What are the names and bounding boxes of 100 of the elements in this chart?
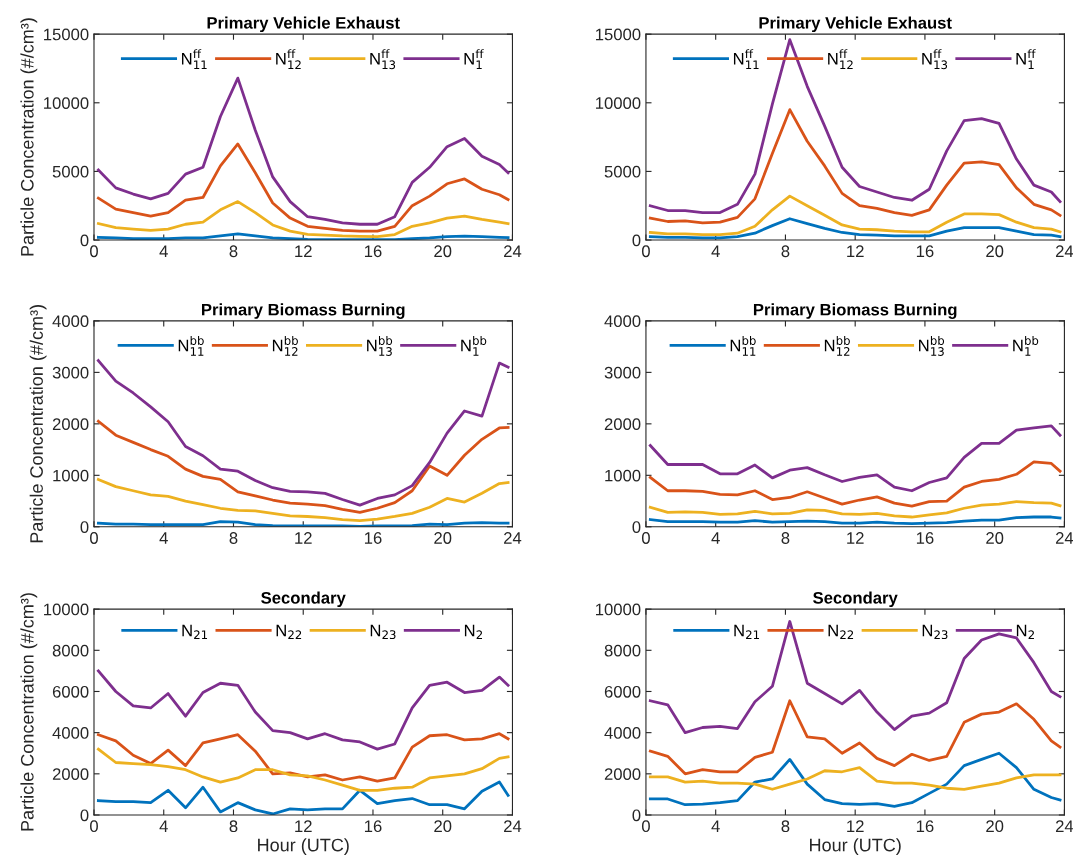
x-tick-label: 0 xyxy=(90,820,98,833)
x-tick-label: 8 xyxy=(229,820,238,833)
y-tick-label: 0 xyxy=(632,809,641,822)
x-tick-label: 16 xyxy=(364,245,382,258)
line-series xyxy=(96,359,510,507)
x-tick-label: 4 xyxy=(159,245,168,257)
legend-label: N$^{ff}$$_{1}$ xyxy=(464,49,484,69)
y-tick-label: 8000 xyxy=(52,644,89,657)
y-tick-label: 2000 xyxy=(52,418,89,431)
legend-label: N$^{ff}$$_{11}$ xyxy=(733,49,759,69)
x-tick-label: 12 xyxy=(295,245,312,257)
y-tick-label: 6000 xyxy=(604,685,641,698)
legend-label: N$^{ff}$$_{11}$ xyxy=(182,49,207,69)
x-tick-label: 12 xyxy=(847,532,864,544)
y-tick-label: 0 xyxy=(80,234,89,247)
legend-label: N$_{23}$ xyxy=(922,624,948,640)
legend-label: N$_{23}$ xyxy=(370,624,396,640)
x-tick-label: 8 xyxy=(229,532,238,544)
legend-label: N$^{ff}$$_{12}$ xyxy=(276,49,301,69)
x-tick-label: 20 xyxy=(986,245,1004,258)
x-tick-label: 24 xyxy=(504,532,522,544)
x-axis-title: Hour (UTC) xyxy=(810,838,901,855)
x-tick-label: 12 xyxy=(847,820,864,832)
line-series xyxy=(96,419,510,514)
y-axis-title: Particle Concentration (#/cm³) xyxy=(20,18,38,256)
y-tick-label: 8000 xyxy=(604,644,641,657)
legend-label: N$^{ff}$$_{13}$ xyxy=(922,49,948,70)
x-tick-label: 4 xyxy=(711,245,720,257)
chart-title: Primary Biomass Burning xyxy=(202,303,405,319)
y-axis-title: Particle Concentration (#/cm³) xyxy=(29,305,47,543)
line-series xyxy=(648,194,1062,236)
x-tick-label: 4 xyxy=(711,532,720,544)
line-series xyxy=(648,751,1062,808)
legend-label: N$^{ff}$$_{1}$ xyxy=(1016,49,1036,69)
y-tick-label: 0 xyxy=(80,521,89,533)
x-tick-label: 0 xyxy=(641,532,650,544)
legend-label: N$_{2}$ xyxy=(1016,624,1034,639)
legend-label: N$^{bb}$$_{13}$ xyxy=(919,335,945,356)
line-series xyxy=(648,500,1062,519)
legend-label: N$^{bb}$$_{1}$ xyxy=(461,335,487,356)
x-tick-label: 0 xyxy=(641,245,650,258)
chart-title: Primary Vehicle Exhaust xyxy=(207,16,400,33)
legend-label: N$_{22}$ xyxy=(828,624,854,639)
y-tick-label: 0 xyxy=(80,809,89,822)
chart-title: Secondary xyxy=(813,591,898,608)
line-series xyxy=(648,460,1062,508)
legend-label: N$_{21}$ xyxy=(734,624,759,639)
y-tick-label: 2000 xyxy=(604,418,641,431)
x-tick-label: 20 xyxy=(986,820,1004,833)
line-series xyxy=(648,766,1062,791)
legend-label: N$^{bb}$$_{12}$ xyxy=(272,335,298,356)
x-tick-label: 4 xyxy=(159,820,168,832)
y-tick-label: 3000 xyxy=(604,366,641,379)
x-tick-label: 16 xyxy=(916,820,934,833)
x-axis-title: Hour (UTC) xyxy=(258,838,349,855)
line-series xyxy=(96,76,510,226)
x-tick-label: 24 xyxy=(504,820,522,832)
x-tick-label: 24 xyxy=(1055,820,1073,832)
line-series xyxy=(648,620,1062,735)
y-tick-label: 10000 xyxy=(596,97,641,109)
x-tick-label: 24 xyxy=(1055,245,1073,257)
y-tick-label: 2000 xyxy=(52,768,89,781)
legend-label: N$^{bb}$$_{1}$ xyxy=(1013,335,1039,356)
line-series xyxy=(96,478,510,522)
legend-label: N$^{bb}$$_{11}$ xyxy=(178,335,204,356)
y-axis-title: Particle Concentration (#/cm³) xyxy=(20,593,38,831)
y-tick-label: 10000 xyxy=(596,603,641,616)
line-series xyxy=(96,732,510,783)
y-tick-label: 5000 xyxy=(604,165,641,178)
y-tick-label: 2000 xyxy=(604,768,641,781)
x-tick-label: 8 xyxy=(781,245,790,258)
x-tick-label: 4 xyxy=(711,820,720,832)
chart-title: Primary Biomass Burning xyxy=(753,303,957,319)
x-tick-label: 16 xyxy=(916,245,934,258)
line-series xyxy=(648,38,1062,214)
line-series xyxy=(648,699,1062,776)
y-tick-label: 4000 xyxy=(604,315,641,328)
x-tick-label: 16 xyxy=(916,532,934,544)
x-tick-label: 20 xyxy=(986,532,1004,544)
line-series xyxy=(96,669,510,751)
x-tick-label: 16 xyxy=(364,532,382,544)
y-tick-label: 1000 xyxy=(53,469,89,482)
x-tick-label: 0 xyxy=(90,245,98,258)
x-tick-label: 20 xyxy=(434,820,452,833)
chart-title: Secondary xyxy=(261,591,346,608)
chart-title: Primary Vehicle Exhaust xyxy=(759,16,952,33)
line-series xyxy=(96,142,510,233)
x-tick-label: 16 xyxy=(364,820,382,833)
legend-label: N$_{21}$ xyxy=(182,624,208,639)
x-tick-label: 24 xyxy=(504,245,522,257)
legend-label: N$^{bb}$$_{12}$ xyxy=(824,335,850,356)
y-tick-label: 4000 xyxy=(52,727,89,739)
x-tick-label: 20 xyxy=(434,245,452,258)
y-tick-label: 4000 xyxy=(52,315,89,328)
x-tick-label: 20 xyxy=(434,532,452,544)
x-tick-label: 12 xyxy=(295,820,312,832)
x-tick-label: 4 xyxy=(159,532,168,544)
legend-label: N$^{bb}$$_{11}$ xyxy=(730,335,756,356)
legend-label: N$_{2}$ xyxy=(464,624,483,639)
x-tick-label: 8 xyxy=(229,245,238,258)
